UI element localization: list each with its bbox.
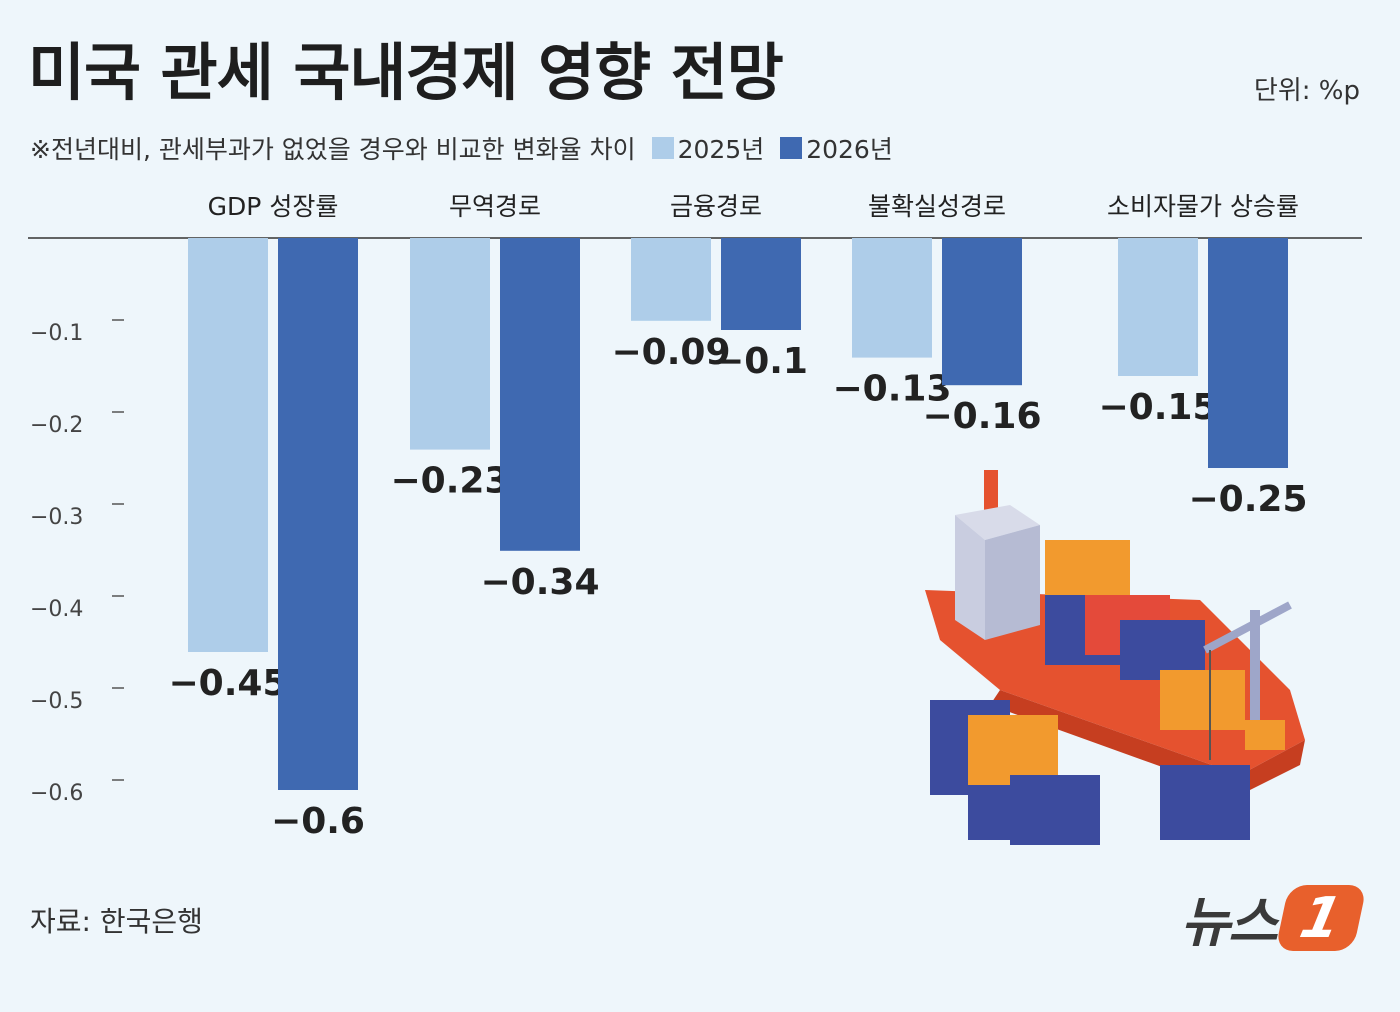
data-label: −0.23 [391,461,510,502]
legend-item-2025: 2025년 [651,130,765,166]
data-label: −0.09 [612,332,731,373]
y-tick-label: −0.5 [30,689,83,714]
category-label: 소비자물가 상승률 [1107,192,1299,221]
category-label: 불확실성경로 [868,192,1006,221]
bar-2026 [1208,238,1288,468]
category-label: 무역경로 [449,192,541,221]
bar-2026 [721,238,801,330]
data-label: −0.15 [1099,387,1218,428]
subtitle-row: ※전년대비, 관세부과가 없었을 경우와 비교한 변화율 차이 2025년 20… [30,130,893,166]
bar-2025 [631,238,711,321]
source-label: 자료: 한국은행 [30,905,203,938]
logo-badge: 1 [1274,884,1368,951]
container-ship-illustration [925,470,1305,845]
data-label: −0.34 [481,562,600,603]
chart-title: 미국 관세 국내경제 영향 전망 [28,36,784,109]
legend-swatch-2026 [780,137,803,159]
legend-swatch-2025 [651,137,674,159]
legend-label-2026: 2026년 [806,135,893,164]
category-label: GDP 성장률 [208,192,339,221]
data-label: −0.16 [923,396,1042,437]
y-tick-label: −0.4 [30,597,83,622]
bar-2026 [278,238,358,790]
chart-note: ※전년대비, 관세부과가 없었을 경우와 비교한 변화율 차이 [30,135,636,164]
data-label: −0.6 [271,801,365,842]
y-tick-label: −0.2 [30,413,83,438]
bar-2025 [1118,238,1198,376]
y-tick-label: −0.3 [30,505,83,530]
bar-chart: −0.1 −0.2 −0.3 −0.4 −0.5 −0.6 GDP 성장률 무역경로 금융경로 불… [28,192,1362,845]
logo-text: 뉴스 [1180,891,1278,954]
category-label: 금융경로 [670,192,762,221]
y-tick-label: −0.6 [30,781,83,806]
bar-2025 [410,238,490,450]
bar-2026 [942,238,1022,386]
legend-item-2026: 2026년 [780,130,893,166]
unit-label: 단위: %p [1253,76,1360,106]
news1-logo: 뉴스 1 [1180,878,1368,957]
data-label: −0.45 [169,663,288,704]
data-label: −0.25 [1189,479,1308,520]
data-label: −0.13 [833,369,952,410]
bar-2025 [188,238,268,652]
data-label: −0.1 [714,341,808,382]
bar-2025 [852,238,932,358]
legend-label-2025: 2025년 [677,135,765,164]
bar-2026 [500,238,580,551]
y-tick-label: −0.1 [30,321,83,346]
